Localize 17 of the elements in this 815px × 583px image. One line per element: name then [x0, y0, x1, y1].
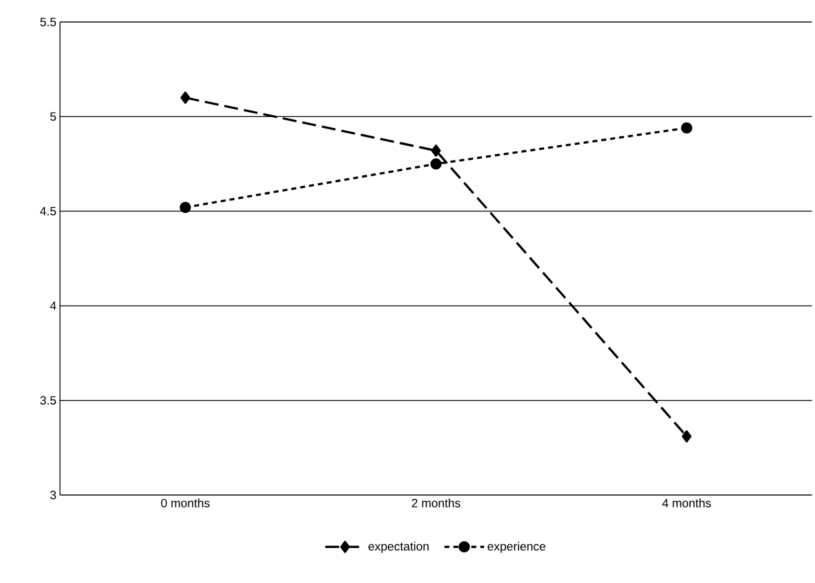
point: [180, 202, 191, 213]
point: [682, 430, 692, 442]
y-tick-label: 5.5: [40, 18, 56, 26]
x-tick-label: 0 months: [161, 498, 210, 508]
y-tick-label: 4: [50, 302, 56, 310]
x-tick-label: 4 months: [662, 498, 711, 508]
point: [180, 92, 190, 104]
point: [431, 144, 441, 157]
point: [681, 122, 692, 134]
x-tick-label: 2 months: [412, 498, 460, 508]
legend-label: expectation: [368, 542, 429, 553]
y-tick-label: 4.5: [40, 207, 56, 216]
y-tick-label: 5: [50, 112, 56, 121]
y-tick-label: 3.5: [40, 396, 56, 405]
point: [430, 158, 442, 170]
legend-label: experience: [488, 542, 546, 553]
y-tick-label: 3: [50, 490, 56, 500]
